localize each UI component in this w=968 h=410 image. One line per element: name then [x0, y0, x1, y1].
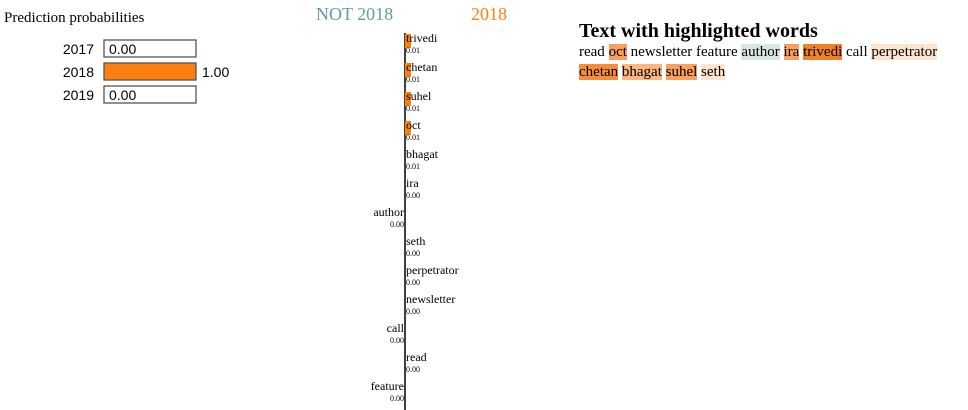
proba-category-label: 2018	[63, 64, 94, 80]
feature-word-label: newsletter	[406, 292, 455, 306]
negative-class-label: NOT 2018	[316, 4, 393, 24]
feature-bar	[405, 63, 411, 77]
highlighted-word: oct	[608, 44, 627, 60]
proba-category-label: 2019	[63, 87, 94, 103]
highlighted-word: suhel	[665, 64, 698, 80]
feature-word-label: suhel	[406, 89, 432, 103]
proba-bar-frame	[103, 85, 197, 104]
proba-value-label: 1.00	[202, 64, 229, 80]
highlighted-word: perpetrator	[871, 44, 938, 60]
highlighted-word: newsletter	[630, 44, 693, 60]
highlighted-word: feature	[696, 44, 738, 60]
feature-weights-chart: NOT 2018 2018trivedi0.01chetan0.01suhel0.…	[316, 4, 507, 410]
feature-weight-label: 0.00	[390, 394, 404, 403]
feature-weight-label: 0.00	[406, 191, 420, 200]
proba-value-label: 0.00	[109, 41, 136, 57]
highlighted-word: ira	[783, 44, 800, 60]
proba-bar-frame	[103, 39, 197, 58]
feature-word-label: ira	[406, 176, 419, 190]
feature-weight-label: 0.01	[406, 133, 420, 142]
highlighted-text-body: read oct newsletter feature author ira t…	[579, 42, 968, 82]
feature-word-label: bhagat	[406, 147, 439, 161]
proba-category-label: 2017	[63, 41, 94, 57]
feature-bar	[405, 34, 411, 48]
highlighted-word: author	[741, 44, 780, 60]
highlighted-word: trivedi	[803, 44, 843, 60]
proba-bar-fill	[104, 63, 196, 80]
feature-weight-label: 0.01	[406, 104, 420, 113]
highlighted-word: chetan	[579, 64, 619, 80]
feature-weight-label: 0.00	[390, 220, 404, 229]
feature-word-label: seth	[406, 234, 425, 248]
feature-weight-label: 0.00	[390, 336, 404, 345]
highlighted-word: bhagat	[621, 64, 662, 80]
feature-word-label: trivedi	[406, 31, 438, 45]
highlighted-text-title: Text with highlighted words	[579, 20, 818, 42]
prediction-probabilities-chart: 2017 0.00 2018 1.00 2019 0.00	[63, 39, 229, 104]
proba-value-label: 0.00	[109, 87, 136, 103]
feature-word-label: oct	[406, 118, 421, 132]
highlighted-text-panel: Text with highlighted words read oct new…	[579, 20, 968, 82]
feature-word-label: chetan	[406, 60, 437, 74]
feature-weight-label: 0.01	[406, 162, 420, 171]
feature-bar	[405, 121, 411, 135]
feature-weight-label: 0.00	[406, 278, 420, 287]
feature-word-label: call	[387, 321, 405, 335]
feature-word-label: author	[373, 205, 404, 219]
feature-word-label: feature	[371, 379, 404, 393]
highlighted-word: read	[579, 44, 605, 60]
feature-word-label: perpetrator	[406, 263, 459, 277]
feature-bar	[405, 92, 411, 106]
feature-weight-label: 0.01	[406, 75, 420, 84]
highlighted-word: call	[845, 44, 868, 60]
positive-class-label: 2018	[471, 4, 507, 24]
prediction-probabilities-title: Prediction probabilities	[4, 10, 145, 26]
proba-bar-frame	[103, 62, 197, 81]
highlighted-word: seth	[701, 64, 726, 80]
feature-word-label: read	[406, 350, 427, 364]
feature-weight-label: 0.01	[406, 46, 420, 55]
feature-weight-label: 0.00	[406, 307, 420, 316]
feature-weight-label: 0.00	[406, 365, 420, 374]
feature-weight-label: 0.00	[406, 249, 420, 258]
